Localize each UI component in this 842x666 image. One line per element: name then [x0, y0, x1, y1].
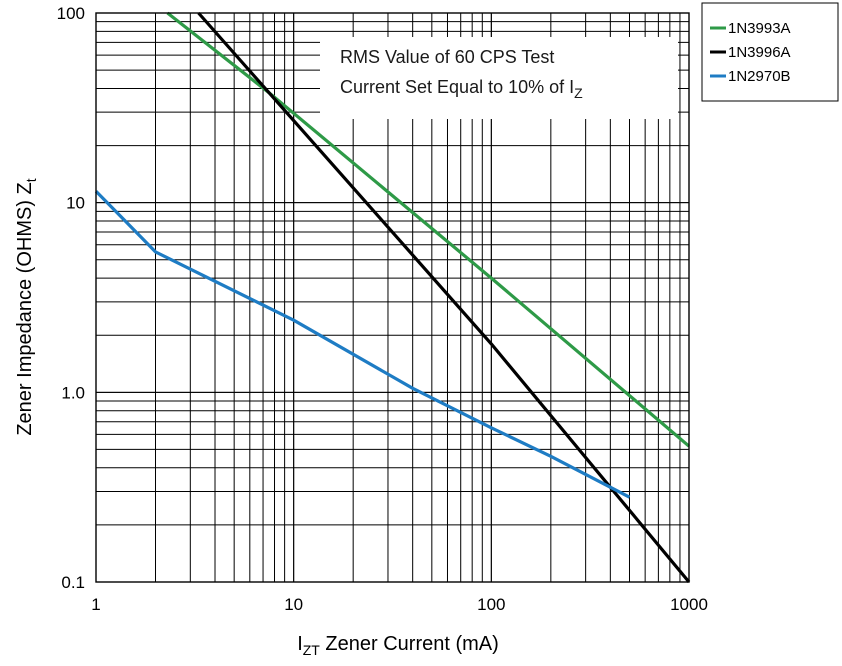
annotation-line-1: RMS Value of 60 CPS Test	[340, 47, 554, 67]
y-tick-label: 1.0	[61, 383, 85, 402]
x-tick-label: 100	[477, 595, 505, 614]
legend-label: 1N3996A	[728, 44, 791, 61]
x-tick-label: 10	[284, 595, 303, 614]
legend-label: 1N2970B	[728, 68, 791, 85]
y-tick-label: 0.1	[61, 573, 85, 592]
y-axis-label: Zener Impedance (OHMS) Zt	[14, 178, 39, 435]
x-tick-label: 1000	[670, 595, 708, 614]
legend-label: 1N3993A	[728, 20, 791, 37]
y-tick-label: 10	[66, 194, 85, 213]
y-tick-labels: 0.1 1.0 10 100	[57, 4, 85, 592]
x-tick-labels: 1 10 100 1000	[91, 595, 708, 614]
y-tick-label: 100	[57, 4, 85, 23]
x-axis-label: IZT Zener Current (mA)	[297, 633, 499, 658]
x-tick-label: 1	[91, 595, 100, 614]
series-line-1n2970b	[96, 191, 630, 497]
